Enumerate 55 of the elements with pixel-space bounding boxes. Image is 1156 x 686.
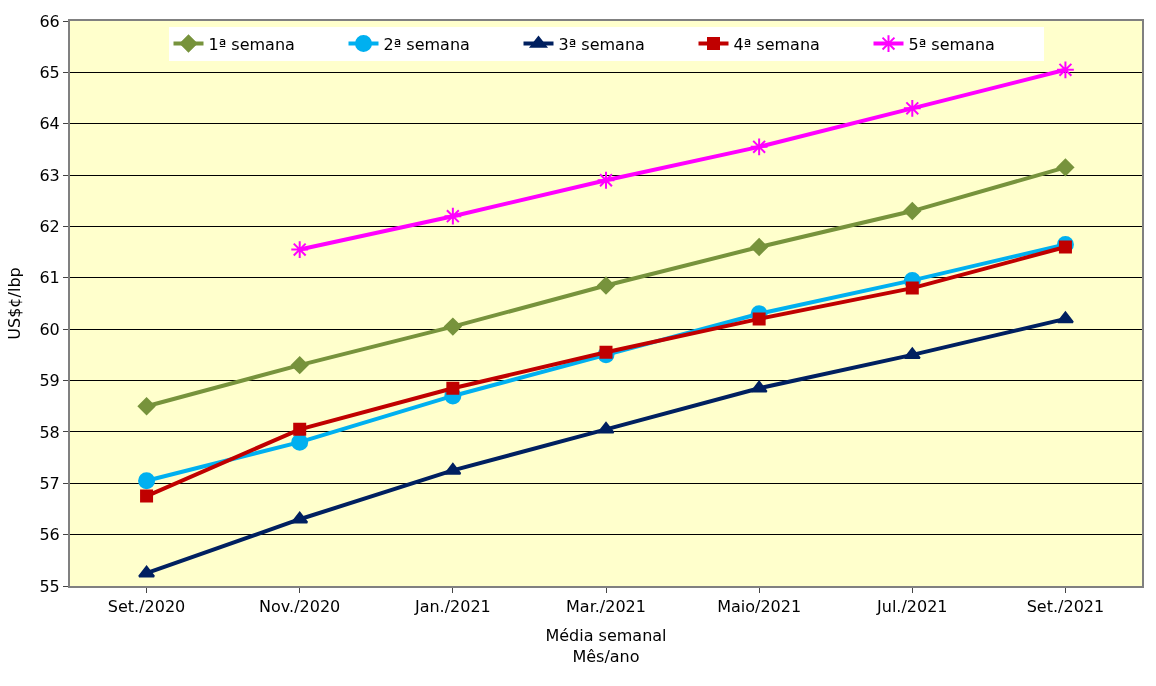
x-tick-label: Set./2021 [1026,597,1105,617]
point [752,312,766,326]
y-axis-title: US$¢/lbp [4,267,24,340]
legend-label: 1ª semana [208,34,295,54]
point [444,462,462,475]
x-tick-label: Jul./2021 [876,597,948,617]
point [905,281,919,295]
point [443,206,463,226]
point [140,489,154,503]
point [750,380,768,393]
x-tick-label: Mar./2021 [566,597,646,617]
x-axis-title: Média semanal Mês/ano [545,626,667,667]
y-tick-label: 55 [39,576,60,596]
x-tick-label: Maio/2021 [717,597,802,617]
y-tick-label: 63 [39,165,60,185]
point [1056,158,1075,177]
x-tick-label: Nov./2020 [259,597,341,617]
point [290,356,309,374]
point [137,397,156,416]
point [293,422,307,436]
point [444,317,462,336]
point [903,347,921,360]
point [597,276,615,295]
y-tick-label: 59 [39,371,60,391]
point [902,98,922,118]
point [138,565,156,578]
legend-label: 5ª semana [908,34,995,54]
y-tick-label: 60 [39,319,60,339]
point [446,381,460,395]
point [138,472,156,490]
point [291,511,309,524]
point [1056,60,1075,80]
point [596,170,616,190]
x-tick-label: Jan./2021 [413,597,491,617]
point [903,202,922,220]
point [749,137,769,157]
legend-label: 2ª semana [383,34,470,54]
y-tick-label: 65 [39,62,60,82]
point [597,421,615,434]
y-tick-label: 61 [39,268,60,288]
point [599,345,613,359]
legend-label: 3ª semana [558,34,645,54]
point [750,238,768,256]
y-tick-label: 57 [39,473,60,493]
y-tick-label: 66 [39,11,60,31]
point [1058,240,1072,254]
y-tick-label: 64 [39,114,60,134]
point [290,240,310,259]
y-tick-label: 58 [39,422,60,442]
x-tick-label: Set./2020 [107,597,186,617]
y-tick-label: 56 [39,525,60,545]
point [291,433,309,451]
point [1056,311,1074,324]
legend-label: 4ª semana [733,34,820,54]
y-tick-label: 62 [39,217,60,237]
